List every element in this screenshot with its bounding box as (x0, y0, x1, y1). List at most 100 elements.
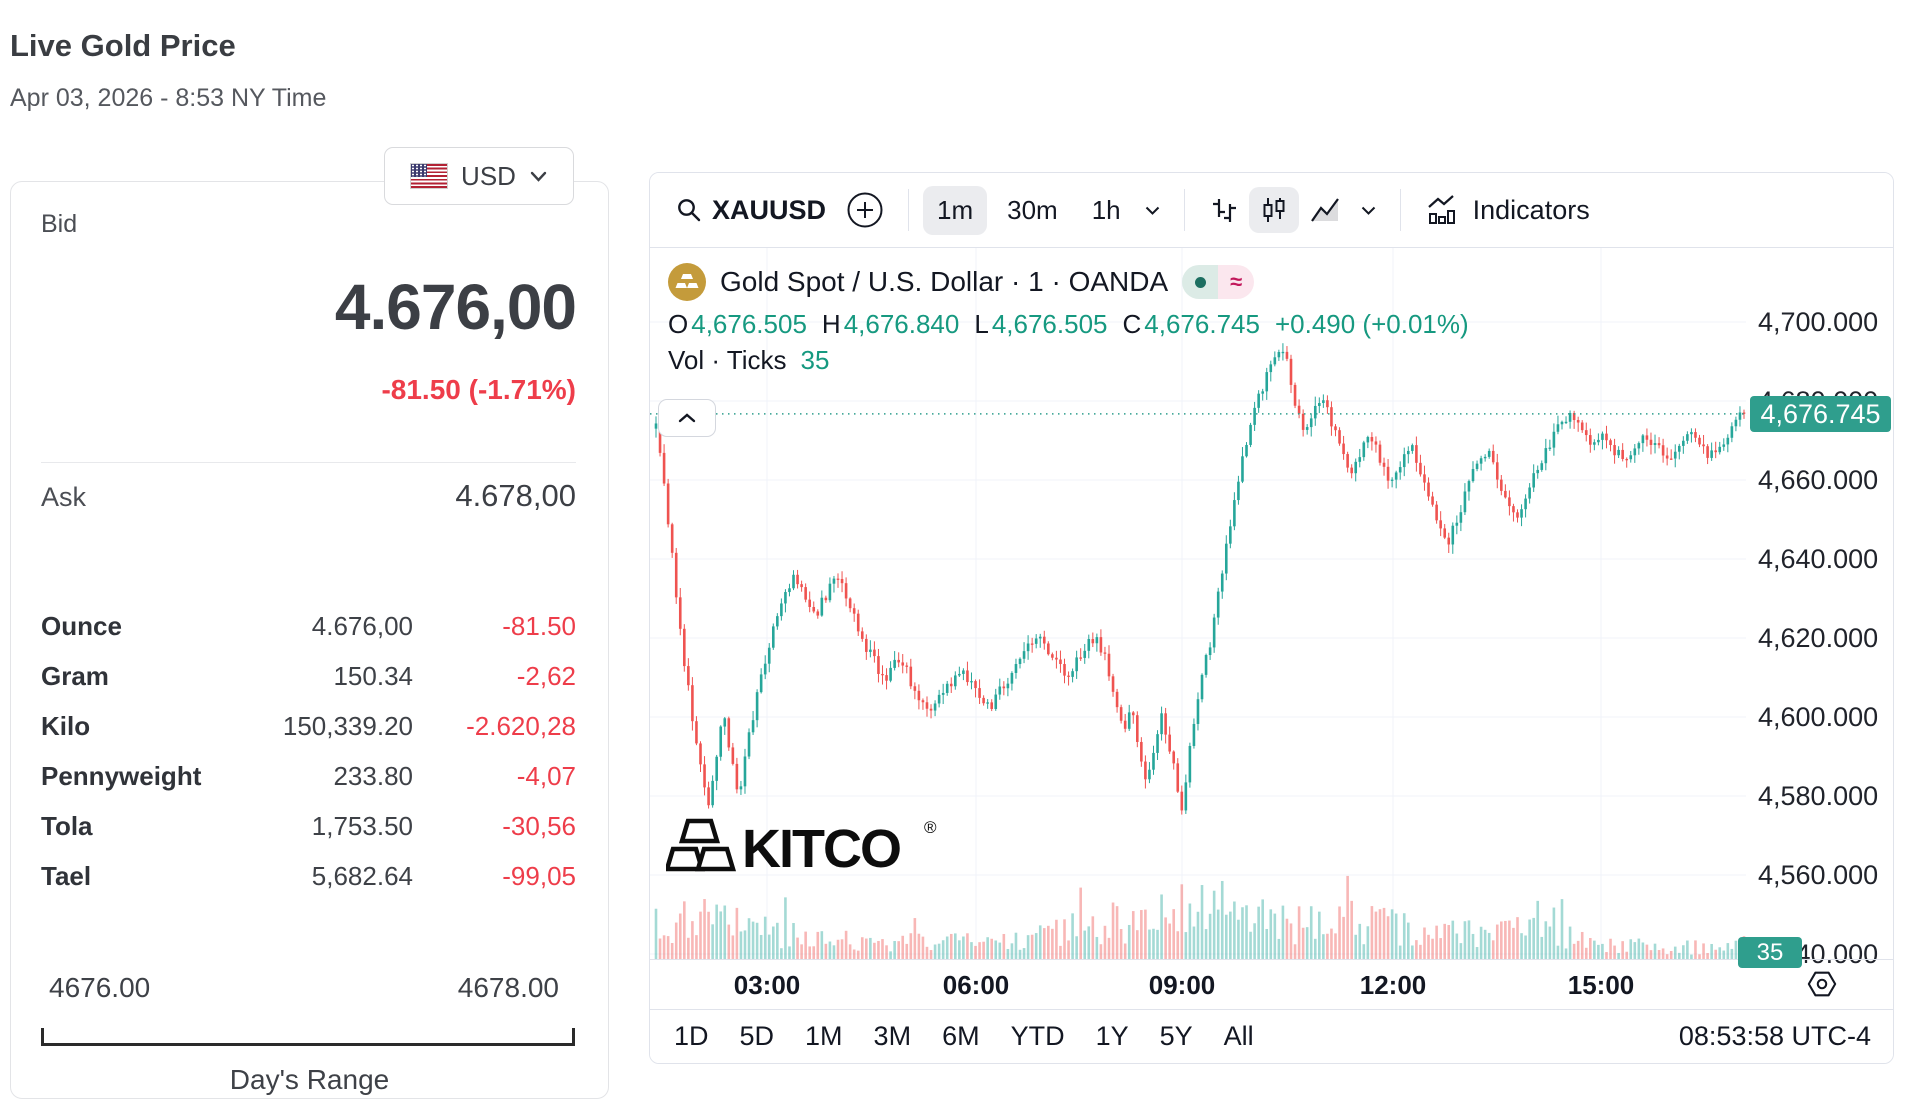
candles-chart-icon (1263, 198, 1285, 222)
unit-change: -2,62 (516, 661, 576, 691)
price-axis-label: 4,580.000 (1758, 781, 1879, 811)
interval-button-30m[interactable]: 30m (993, 186, 1072, 235)
toolbar-separator (908, 189, 910, 231)
days-range-high: 4678.00 (457, 972, 559, 1003)
ohlc-pair: C 4,676.745 (1122, 308, 1260, 339)
unit-label: Kilo (41, 711, 91, 741)
page-title: Live Gold Price (10, 28, 236, 63)
range-button-1D[interactable]: 1D (672, 1019, 711, 1054)
indicators-label: Indicators (1472, 194, 1590, 225)
price-axis-label: 4,660.000 (1758, 465, 1879, 495)
bid-price: 4.676,00 (334, 271, 577, 343)
interval-dropdown-button[interactable] (1135, 198, 1170, 223)
days-range-low: 4676.00 (49, 972, 151, 1003)
time-axis-label: 09:00 (1148, 970, 1216, 1000)
ohlc-pair: L 4,676.505 (974, 308, 1108, 339)
volume-value: 35 (800, 344, 830, 375)
days-range-label: Day's Range (229, 1064, 390, 1095)
chevron-up-icon (678, 413, 696, 423)
search-icon (678, 199, 701, 222)
symbol-text: XAUUSD (712, 194, 827, 225)
price-axis-label: 4,640.000 (1758, 544, 1879, 574)
price-axis-label: 4,560.000 (1758, 860, 1879, 890)
gear-icon (1807, 971, 1837, 997)
unit-label: Ounce (41, 611, 122, 641)
range-button-6M[interactable]: 6M (940, 1019, 982, 1054)
symbol-search-button[interactable]: XAUUSD (666, 187, 836, 234)
ohlc-values: O 4,676.505 H 4,676.840 L 4,676.505 C 4,676.745… (668, 305, 1469, 343)
divider (41, 462, 576, 463)
unit-price-table: Ounce 4.676,00 -81.50 Gram 150.34 -2,62 Kilo 15… (41, 601, 576, 901)
ask-label: Ask (41, 482, 87, 512)
chart-settings-button[interactable] (1800, 965, 1844, 1003)
compare-add-button[interactable] (836, 183, 894, 237)
unit-change: -4,07 (516, 761, 576, 791)
bid-label: Bid (41, 210, 78, 238)
bars-chart-icon (1212, 199, 1236, 222)
kitco-wordmark: KITCO (742, 819, 900, 877)
area-chart-icon (1310, 198, 1339, 222)
legend-collapse-button[interactable] (658, 399, 716, 437)
chart-style-candles-button[interactable] (1248, 187, 1299, 233)
range-button-5D[interactable]: 5D (738, 1019, 777, 1054)
last-price-tag: 4,676.745 (1750, 396, 1891, 432)
indicators-button[interactable]: Indicators (1415, 186, 1600, 234)
toolbar-separator (1399, 189, 1401, 231)
ohlc-pair: H 4,676.840 (821, 308, 960, 339)
price-axis-label: 4,700.000 (1758, 307, 1879, 337)
bid-change: -81.50 (-1.71%) (381, 374, 576, 405)
unit-change: -99,05 (502, 861, 576, 891)
price-axis-label: 4,600.000 (1758, 702, 1879, 732)
chart-style-bars-button[interactable] (1199, 187, 1249, 233)
time-axis-label: 15:00 (1567, 970, 1635, 1000)
plus-circle-icon (847, 192, 883, 228)
unit-row: Tola 1,753.50 -30,56 (41, 801, 576, 851)
ohlc-change: +0.490 (+0.01%) (1274, 308, 1469, 339)
svg-text:®: ® (924, 818, 937, 837)
style-dropdown-button[interactable] (1351, 198, 1386, 223)
days-range-bar (41, 1028, 575, 1046)
page-datetime: Apr 03, 2026 - 8:53 NY Time (10, 84, 327, 112)
unit-change: -30,56 (502, 811, 576, 841)
indicators-icon (1427, 195, 1455, 224)
time-axis-separator (650, 959, 1893, 960)
unit-row: Tael 5,682.64 -99,05 (41, 851, 576, 901)
unit-value: 4.676,00 (311, 611, 413, 641)
unit-value: 233.80 (333, 761, 413, 791)
range-button-3M[interactable]: 3M (872, 1019, 914, 1054)
unit-row: Gram 150.34 -2,62 (41, 651, 576, 701)
unit-value: 150,339.20 (282, 711, 413, 741)
range-button-1M[interactable]: 1M (803, 1019, 845, 1054)
market-status-pill[interactable]: ≈ (1182, 265, 1255, 299)
currency-code: USD (461, 160, 516, 191)
time-axis-label: 12:00 (1359, 970, 1427, 1000)
toolbar-separator (1183, 189, 1185, 231)
range-button-1Y[interactable]: 1Y (1094, 1019, 1131, 1054)
volume-axis-tag: 35 (1738, 937, 1802, 968)
range-button-All[interactable]: All (1222, 1019, 1256, 1054)
unit-value: 1,753.50 (311, 811, 413, 841)
unit-label: Pennyweight (41, 761, 202, 791)
time-axis-label: 06:00 (942, 970, 1010, 1000)
approx-icon: ≈ (1218, 265, 1255, 299)
date-range-buttons: 1D 5D 1M 3M 6M YTD 1Y 5Y All (672, 1019, 1256, 1054)
unit-change: -2.620,28 (466, 711, 576, 741)
chevron-down-icon (1145, 206, 1159, 215)
market-open-dot-icon (1182, 265, 1219, 299)
chart-clock: 08:53:58 UTC-4 (1678, 1021, 1871, 1051)
range-button-YTD[interactable]: YTD (1009, 1019, 1067, 1054)
chart-style-area-button[interactable] (1299, 187, 1351, 233)
time-axis-label: 03:00 (733, 970, 801, 1000)
chevron-down-icon (1361, 206, 1375, 215)
chevron-down-icon (530, 171, 547, 182)
range-button-5Y[interactable]: 5Y (1158, 1019, 1195, 1054)
currency-selector[interactable]: USD (384, 147, 574, 205)
interval-group: 1m 30m 1h (923, 185, 1135, 235)
unit-value: 150.34 (333, 661, 413, 691)
interval-button-1h[interactable]: 1h (1078, 186, 1135, 235)
unit-value: 5,682.64 (311, 861, 413, 891)
unit-row: Ounce 4.676,00 -81.50 (41, 601, 576, 651)
chart-symbol-title[interactable]: Gold Spot / U.S. Dollar · 1 · OANDA (720, 266, 1169, 297)
interval-button-1m[interactable]: 1m (923, 185, 988, 235)
